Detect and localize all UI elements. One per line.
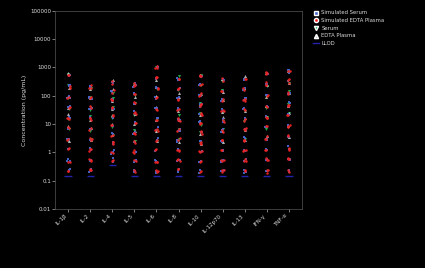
Legend: Simulated Serum, Simulated EDTA Plasma, Serum, EDTA Plasma, LLOD: Simulated Serum, Simulated EDTA Plasma, … xyxy=(312,9,385,47)
Y-axis label: Concentration (pg/mL): Concentration (pg/mL) xyxy=(22,74,27,146)
